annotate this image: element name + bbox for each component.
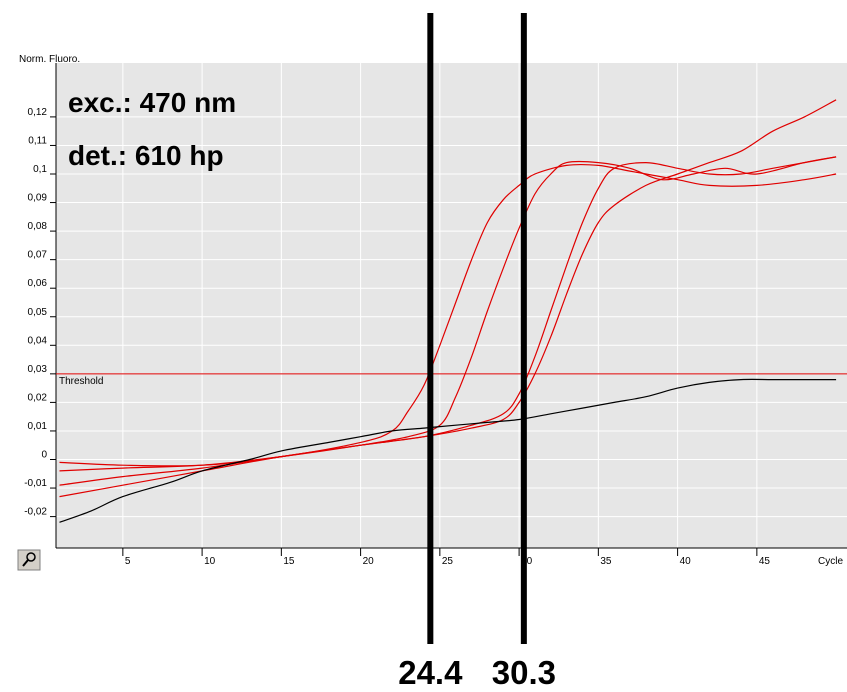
y-tick-label: -0,01 (24, 478, 47, 489)
x-tick-label: 25 (442, 556, 454, 567)
magnifier-icon (22, 552, 36, 567)
y-tick-label: 0,08 (28, 221, 48, 232)
cycle-marker-label-2: 30.3 (492, 654, 556, 691)
detection-label: det.: 610 hp (68, 140, 224, 171)
y-tick-label: -0,02 (24, 507, 47, 518)
cycle-marker-label-1: 24.4 (398, 654, 463, 691)
y-tick-label: 0 (41, 450, 47, 461)
threshold-label: Threshold (59, 376, 103, 387)
series-line-4 (59, 99, 837, 498)
plot-area (56, 63, 847, 548)
x-tick-label: 15 (283, 556, 295, 567)
series-lines (59, 99, 837, 523)
y-tick-label: 0,12 (28, 107, 48, 118)
x-tick-label: 35 (600, 556, 612, 567)
y-ticks: -0,02 -0,01 0 0,01 0,02 0,03 0,04 0,05 0,06 0,07 0… (24, 107, 56, 518)
y-tick-label: 0,09 (28, 193, 48, 204)
x-tick-label: 5 (125, 556, 131, 567)
y-tick-label: 0,06 (28, 278, 48, 289)
x-ticks: 5 10 15 20 25 30 35 40 45 (122, 548, 771, 567)
zoom-tool-button[interactable] (17, 549, 41, 571)
y-tick-label: 0,11 (28, 135, 47, 146)
gridlines (56, 63, 847, 548)
y-tick-label: 0,1 (33, 164, 47, 175)
x-tick-label: 45 (759, 556, 771, 567)
series-line-5 (59, 378, 837, 523)
x-tick-label: 20 (363, 556, 375, 567)
x-axis-title: Cycle (818, 556, 843, 567)
x-tick-label: 40 (680, 556, 692, 567)
y-tick-label: 0,01 (28, 421, 48, 432)
y-tick-label: 0,03 (28, 364, 48, 375)
y-tick-label: 0,04 (28, 335, 48, 346)
x-tick-label: 10 (204, 556, 216, 567)
y-tick-label: 0,05 (28, 307, 48, 318)
x-tick-label: 30 (521, 556, 533, 567)
cycle-markers: 24.4 30.3 (398, 13, 556, 691)
excitation-label: exc.: 470 nm (68, 87, 236, 118)
y-tick-label: 0,07 (28, 250, 48, 261)
y-tick-label: 0,02 (28, 392, 48, 403)
y-axis-title: Norm. Fluoro. (19, 54, 80, 65)
